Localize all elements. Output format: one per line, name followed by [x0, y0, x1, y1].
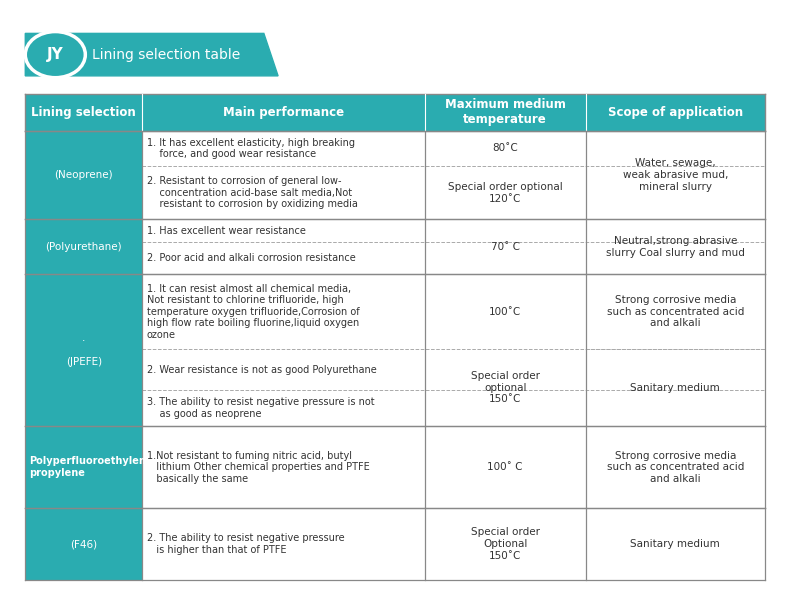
Text: Special order
optional
150˚C: Special order optional 150˚C	[471, 371, 540, 404]
Text: Lining selection: Lining selection	[32, 106, 136, 119]
Text: 2. Poor acid and alkali corrosion resistance: 2. Poor acid and alkali corrosion resist…	[147, 253, 356, 263]
Bar	[25, 274, 765, 426]
Text: 2. Wear resistance is not as good Polyurethane: 2. Wear resistance is not as good Polyur…	[147, 365, 377, 375]
Bar	[25, 131, 765, 220]
Text: 1. It can resist almost all chemical media,
Not resistant to chlorine trifluorid: 1. It can resist almost all chemical med…	[147, 283, 359, 340]
Text: Neutral,strong abrasive
slurry Coal slurry and mud: Neutral,strong abrasive slurry Coal slur…	[606, 236, 745, 257]
Text: Special order
Optional
150˚C: Special order Optional 150˚C	[471, 527, 540, 561]
Bar	[25, 509, 765, 580]
Text: Main performance: Main performance	[223, 106, 344, 119]
Bar	[25, 131, 142, 220]
Text: Scope of application: Scope of application	[608, 106, 743, 119]
Text: Water, sewage,
weak abrasive mud,
mineral slurry: Water, sewage, weak abrasive mud, minera…	[623, 158, 728, 192]
Text: Strong corrosive media
such as concentrated acid
and alkali: Strong corrosive media such as concentra…	[607, 450, 744, 484]
Text: 3. The ability to resist negative pressure is not
    as good as neoprene: 3. The ability to resist negative pressu…	[147, 398, 374, 419]
Bar	[25, 426, 765, 509]
Text: Special order optional
120˚C: Special order optional 120˚C	[448, 182, 562, 203]
Bar	[25, 220, 765, 274]
Text: Sanitary medium: Sanitary medium	[630, 539, 720, 549]
Bar	[25, 274, 142, 426]
Text: (F46): (F46)	[70, 539, 97, 549]
Circle shape	[25, 32, 85, 78]
Text: 80˚C: 80˚C	[492, 143, 518, 154]
Bar	[25, 426, 142, 509]
Text: Polyperfluoroethylene
propylene: Polyperfluoroethylene propylene	[29, 456, 152, 478]
Bar	[25, 220, 142, 274]
Text: 100˚C: 100˚C	[489, 307, 521, 317]
Text: JY: JY	[47, 47, 64, 62]
Bar	[25, 509, 142, 580]
Text: (Neoprene): (Neoprene)	[55, 170, 113, 180]
Text: 2. Resistant to corrosion of general low-
    concentration acid-base salt media: 2. Resistant to corrosion of general low…	[147, 176, 358, 209]
Bar	[25, 94, 765, 131]
Text: 1.Not resistant to fuming nitric acid, butyl
   lithium Other chemical propertie: 1.Not resistant to fuming nitric acid, b…	[147, 450, 370, 484]
Text: 1. Has excellent wear resistance: 1. Has excellent wear resistance	[147, 226, 306, 236]
Text: Lining selection table: Lining selection table	[92, 47, 241, 62]
Text: 70˚ C: 70˚ C	[491, 242, 520, 252]
Polygon shape	[25, 33, 278, 76]
Text: (Polyurethane): (Polyurethane)	[45, 242, 122, 252]
Text: Strong corrosive media
such as concentrated acid
and alkali: Strong corrosive media such as concentra…	[607, 295, 744, 328]
Text: Maximum medium
temperature: Maximum medium temperature	[445, 98, 566, 126]
Text: .

(JPEFE): . (JPEFE)	[66, 333, 102, 367]
Text: 2. The ability to resist negative pressure
   is higher than that of PTFE: 2. The ability to resist negative pressu…	[147, 534, 344, 555]
Text: 1. It has excellent elasticity, high breaking
    force, and good wear resistanc: 1. It has excellent elasticity, high bre…	[147, 138, 355, 159]
Text: Sanitary medium: Sanitary medium	[630, 382, 720, 393]
Text: 100˚ C: 100˚ C	[487, 462, 523, 472]
